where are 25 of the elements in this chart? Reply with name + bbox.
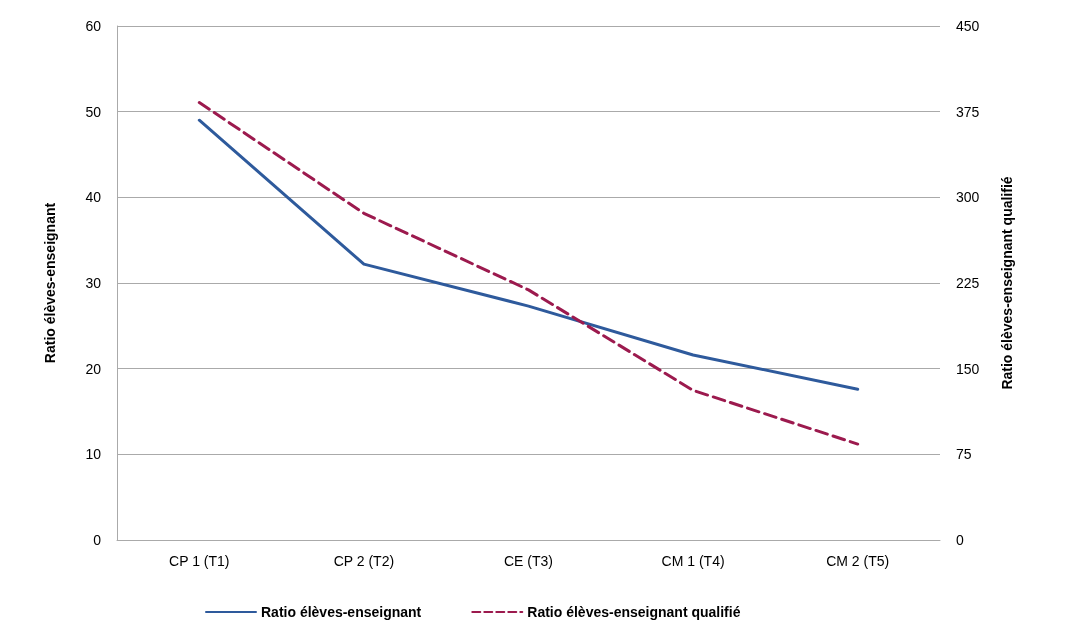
y2-tick-label: 300 <box>956 189 980 206</box>
y2-axis-title: Ratio élèves-enseignant qualifié <box>999 176 1015 390</box>
legend-label: Ratio élèves-enseignant <box>261 604 422 620</box>
y2-tick-label: 0 <box>956 532 964 548</box>
y2-tick-label: 450 <box>956 18 980 34</box>
legend-label: Ratio élèves-enseignant qualifié <box>527 604 741 620</box>
y2-tick-label: 375 <box>956 103 980 120</box>
y-axis-title: Ratio élèves-enseignant <box>42 202 58 364</box>
y-tick-label: 10 <box>85 446 102 463</box>
x-tick-label: CM 1 (T4) <box>661 553 725 569</box>
x-tick-label: CP 1 (T1) <box>169 553 230 569</box>
line-series <box>197 118 860 391</box>
x-tick-label: CP 2 (T2) <box>333 553 395 569</box>
y-tick-label: 20 <box>85 360 102 377</box>
y-tick-label: 0 <box>93 532 102 548</box>
y2-tick-label: 75 <box>956 446 972 463</box>
y-tick-label: 40 <box>85 189 102 206</box>
y2-tick-label: 150 <box>956 360 980 377</box>
line-series <box>197 101 860 446</box>
y-tick-label: 50 <box>85 103 102 120</box>
y-tick-label: 60 <box>85 18 102 34</box>
x-tick-label: CE (T3) <box>504 553 553 569</box>
y-tick-label: 30 <box>85 275 102 291</box>
x-tick-label: CM 2 (T5) <box>826 553 890 569</box>
y2-tick-label: 225 <box>956 275 980 291</box>
